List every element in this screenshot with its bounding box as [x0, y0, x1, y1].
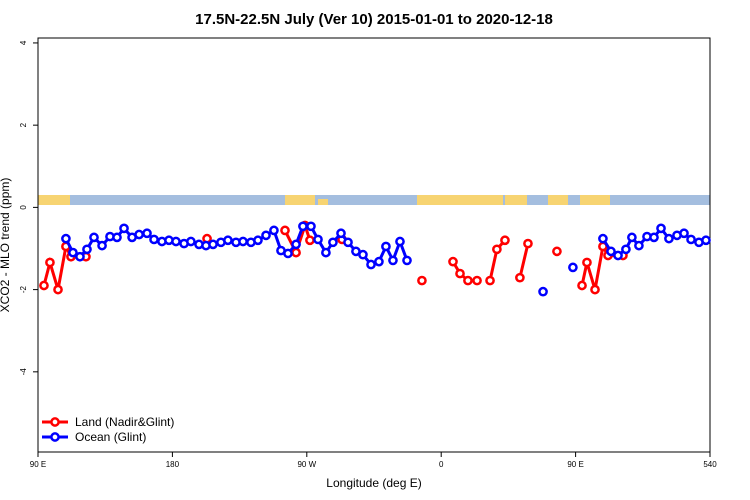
- point: [701, 235, 711, 246]
- point: [53, 284, 63, 295]
- point: [171, 236, 181, 247]
- point: [621, 244, 631, 255]
- land-patch: [505, 195, 527, 205]
- point: [515, 272, 525, 283]
- point: [448, 256, 458, 267]
- map-strip: [38, 195, 710, 205]
- legend-label: Ocean (Glint): [75, 430, 146, 444]
- point: [395, 236, 405, 247]
- point: [89, 232, 99, 243]
- point: [417, 275, 427, 286]
- point: [492, 244, 502, 255]
- point: [472, 275, 482, 286]
- point: [374, 256, 384, 267]
- point: [381, 241, 391, 252]
- x-tick-label: 180: [166, 460, 180, 469]
- point: [679, 228, 689, 239]
- point: [261, 230, 271, 241]
- point: [321, 247, 331, 258]
- point: [455, 268, 465, 279]
- x-tick-label: 90 W: [297, 460, 316, 469]
- point: [590, 284, 600, 295]
- y-tick-label: 0: [19, 205, 28, 210]
- point: [613, 250, 623, 261]
- point: [313, 234, 323, 245]
- point: [291, 239, 301, 250]
- point: [291, 247, 301, 258]
- point: [142, 228, 152, 239]
- land-patch: [548, 195, 568, 205]
- land-patch: [285, 195, 315, 205]
- x-tick-label: 90 E: [30, 460, 46, 469]
- point: [485, 275, 495, 286]
- point: [253, 235, 263, 246]
- x-axis-label: Longitude (deg E): [326, 476, 421, 490]
- legend-marker: [50, 432, 60, 442]
- point: [538, 286, 548, 297]
- point: [75, 251, 85, 262]
- point: [97, 240, 107, 251]
- y-tick-label: -2: [19, 286, 28, 294]
- point: [606, 246, 616, 257]
- y-tick-label: 4: [19, 40, 28, 45]
- land-patch: [580, 195, 610, 205]
- land-patch: [38, 195, 70, 205]
- point: [68, 247, 78, 258]
- point: [463, 275, 473, 286]
- point: [298, 221, 308, 232]
- point: [664, 233, 674, 244]
- y-tick-label: -4: [19, 368, 28, 376]
- land-patch: [318, 199, 328, 205]
- x-tick-label: 90 E: [567, 460, 583, 469]
- point: [500, 235, 510, 246]
- point: [61, 233, 71, 244]
- point: [343, 237, 353, 248]
- point: [402, 255, 412, 266]
- point: [388, 255, 398, 266]
- chart-title: 17.5N-22.5N July (Ver 10) 2015-01-01 to …: [195, 11, 553, 28]
- point: [134, 229, 144, 240]
- point: [627, 232, 637, 243]
- point: [82, 244, 92, 255]
- point: [686, 234, 696, 245]
- point: [149, 234, 159, 245]
- point: [112, 232, 122, 243]
- y-tick-label: 2: [19, 122, 28, 127]
- x-tick-label: 540: [703, 460, 717, 469]
- point: [336, 228, 346, 239]
- point: [186, 236, 196, 247]
- point: [269, 225, 279, 236]
- point: [568, 262, 578, 273]
- point: [649, 232, 659, 243]
- point: [306, 221, 316, 232]
- plot-frame: [37, 37, 711, 453]
- point: [598, 233, 608, 244]
- point: [238, 236, 248, 247]
- point: [305, 235, 315, 246]
- point: [119, 223, 129, 234]
- point: [223, 235, 233, 246]
- point: [358, 249, 368, 260]
- point: [523, 238, 533, 249]
- x-tick-label: 0: [439, 460, 444, 469]
- point: [366, 259, 376, 270]
- point: [552, 246, 562, 257]
- point: [39, 280, 49, 291]
- point: [45, 257, 55, 268]
- ocean-strip: [38, 195, 710, 205]
- point: [283, 248, 293, 259]
- y-axis-label: XCO2 - MLO trend (ppm): [0, 178, 12, 313]
- land-patch: [417, 195, 503, 205]
- point: [208, 239, 218, 250]
- point: [577, 280, 587, 291]
- legend-label: Land (Nadir&Glint): [75, 415, 174, 429]
- point: [634, 240, 644, 251]
- legend-marker: [50, 417, 60, 427]
- point: [582, 257, 592, 268]
- point: [328, 237, 338, 248]
- point: [280, 225, 290, 236]
- point: [656, 223, 666, 234]
